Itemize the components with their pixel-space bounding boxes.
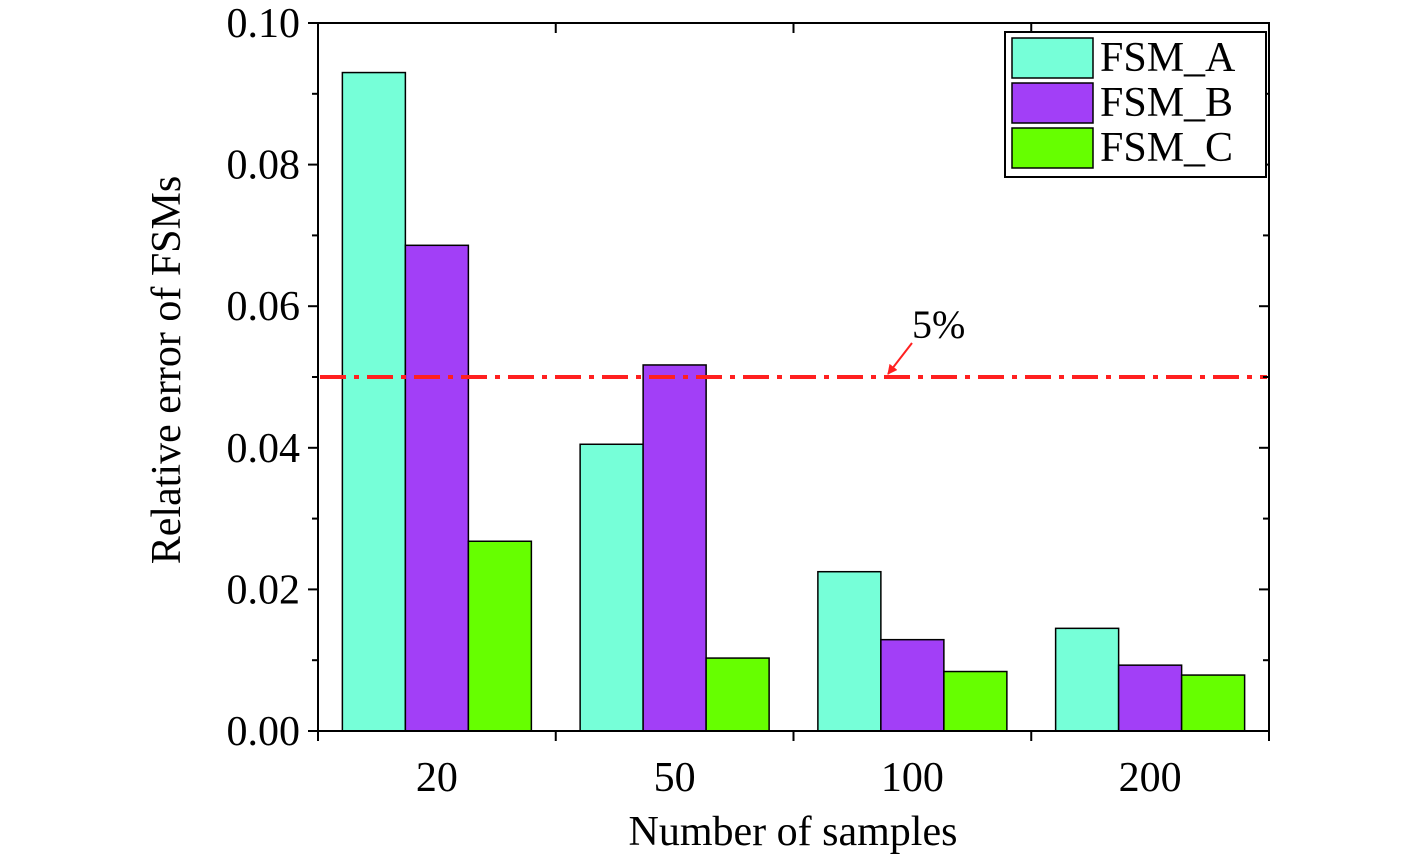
- y-tick-label: 0.02: [227, 567, 301, 613]
- bar-fsm-c-200: [1180, 674, 1246, 732]
- bars-group: [341, 71, 1246, 732]
- y-tick-label: 0.08: [227, 143, 301, 189]
- y-tick-label: 0.10: [227, 1, 301, 47]
- legend-swatch-fsm-b: [1011, 82, 1094, 124]
- x-axis-title: Number of samples: [629, 809, 958, 855]
- bar-fsm-a-100: [817, 570, 882, 732]
- bar-fsm-b-20: [404, 244, 470, 732]
- y-tick-label: 0.04: [227, 426, 301, 472]
- y-tick-label: 0.06: [227, 284, 301, 330]
- bar-fsm-c-50: [705, 657, 770, 732]
- bar-fsm-b-200: [1117, 664, 1183, 732]
- bar-fsm-a-20: [341, 71, 407, 732]
- legend-swatch-fsm-c: [1011, 127, 1094, 169]
- legend-label-fsm-a: FSM_A: [1100, 35, 1236, 81]
- x-axis-ticks: 20 50 100 200: [317, 23, 1270, 801]
- x-tick-label: 100: [881, 755, 944, 801]
- y-axis-title: Relative error of FSMs: [144, 176, 190, 564]
- bar-fsm-b-100: [880, 638, 945, 732]
- reference-arrow: [887, 342, 913, 375]
- y-axis-ticks: 0.00 0.02 0.04 0.06 0.08 0.10: [227, 1, 1269, 755]
- bar-fsm-a-50: [579, 443, 644, 732]
- bar-fsm-a-200: [1054, 627, 1120, 732]
- x-tick-label: 200: [1119, 755, 1182, 801]
- bar-fsm-c-100: [943, 670, 1008, 732]
- x-tick-label: 50: [654, 755, 696, 801]
- x-tick-label: 20: [416, 755, 458, 801]
- bar-fsm-b-50: [642, 364, 707, 732]
- reference-label: 5%: [912, 302, 965, 347]
- legend-label-fsm-c: FSM_C: [1100, 125, 1233, 171]
- bar-fsm-c-20: [467, 540, 533, 732]
- legend-label-fsm-b: FSM_B: [1100, 80, 1233, 126]
- legend-swatch-fsm-a: [1011, 37, 1094, 79]
- y-tick-label: 0.00: [227, 709, 301, 755]
